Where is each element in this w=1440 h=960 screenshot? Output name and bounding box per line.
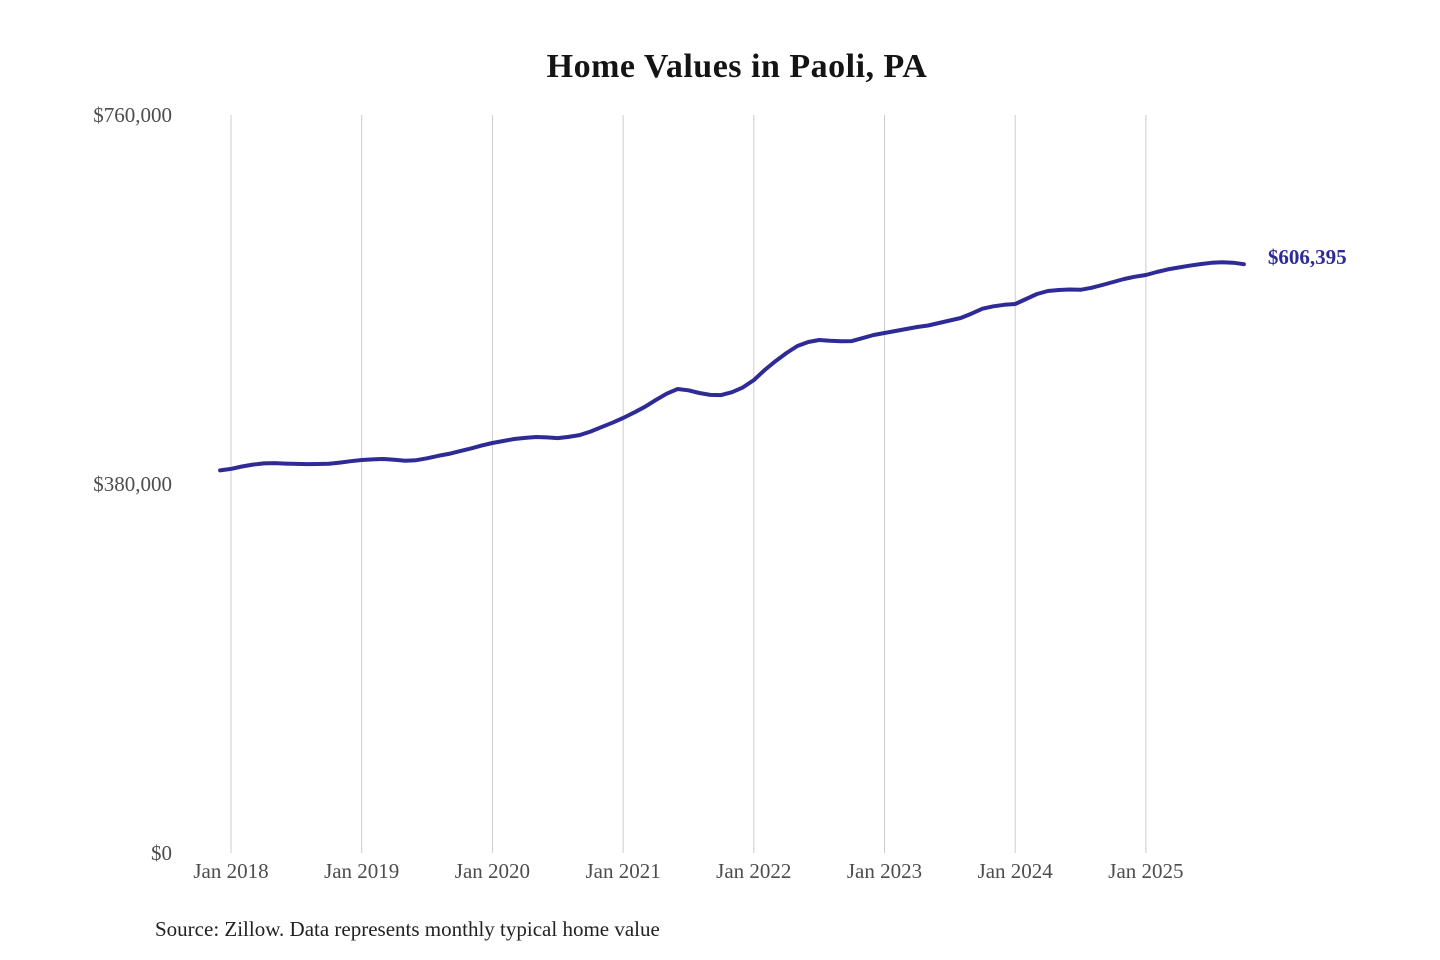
x-tick-label: Jan 2019 bbox=[324, 859, 399, 883]
x-tick-label: Jan 2018 bbox=[193, 859, 268, 883]
end-value-label: $606,395 bbox=[1268, 245, 1347, 269]
source-note: Source: Zillow. Data represents monthly … bbox=[155, 917, 660, 941]
y-tick-label: $380,000 bbox=[93, 472, 172, 496]
x-tick-label: Jan 2024 bbox=[978, 859, 1054, 883]
y-tick-label: $760,000 bbox=[93, 103, 172, 127]
x-tick-label: Jan 2021 bbox=[585, 859, 660, 883]
chart-title: Home Values in Paoli, PA bbox=[546, 48, 928, 85]
x-tick-label: Jan 2025 bbox=[1108, 859, 1183, 883]
y-tick-label: $0 bbox=[151, 841, 172, 865]
x-tick-label: Jan 2022 bbox=[716, 859, 791, 883]
x-tick-label: Jan 2020 bbox=[455, 859, 530, 883]
home-value-line bbox=[218, 260, 1246, 473]
x-tick-label: Jan 2023 bbox=[847, 859, 922, 883]
